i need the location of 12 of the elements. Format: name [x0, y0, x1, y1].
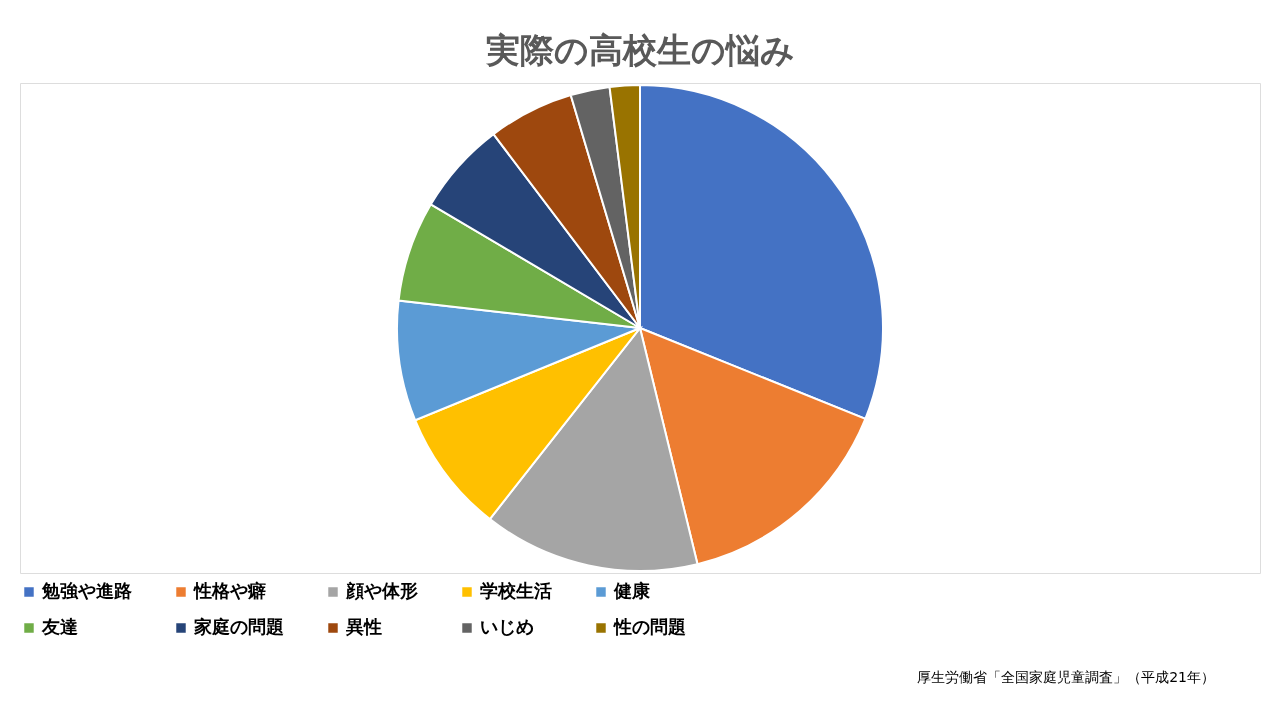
legend-label: 家庭の問題	[193, 616, 284, 637]
legend-label: 勉強や進路	[41, 580, 132, 601]
legend-label: 健康	[613, 580, 651, 601]
legend-label: 友達	[41, 616, 78, 637]
legend-label: 性の問題	[613, 616, 686, 637]
legend-label: 異性	[345, 616, 382, 637]
text: 厚生労働省「全国家庭児童調査」（平成21年）	[917, 669, 1215, 685]
legend-label: いじめ	[480, 616, 534, 637]
legend-label: 顔や体形	[345, 580, 418, 601]
legend-label: 性格や癖	[193, 580, 266, 601]
legend-label: 学校生活	[480, 580, 552, 601]
chart-title: 実際の高校生の悩み	[484, 30, 795, 70]
